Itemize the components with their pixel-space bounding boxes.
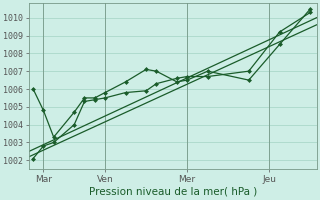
X-axis label: Pression niveau de la mer( hPa ): Pression niveau de la mer( hPa ) — [89, 187, 257, 197]
